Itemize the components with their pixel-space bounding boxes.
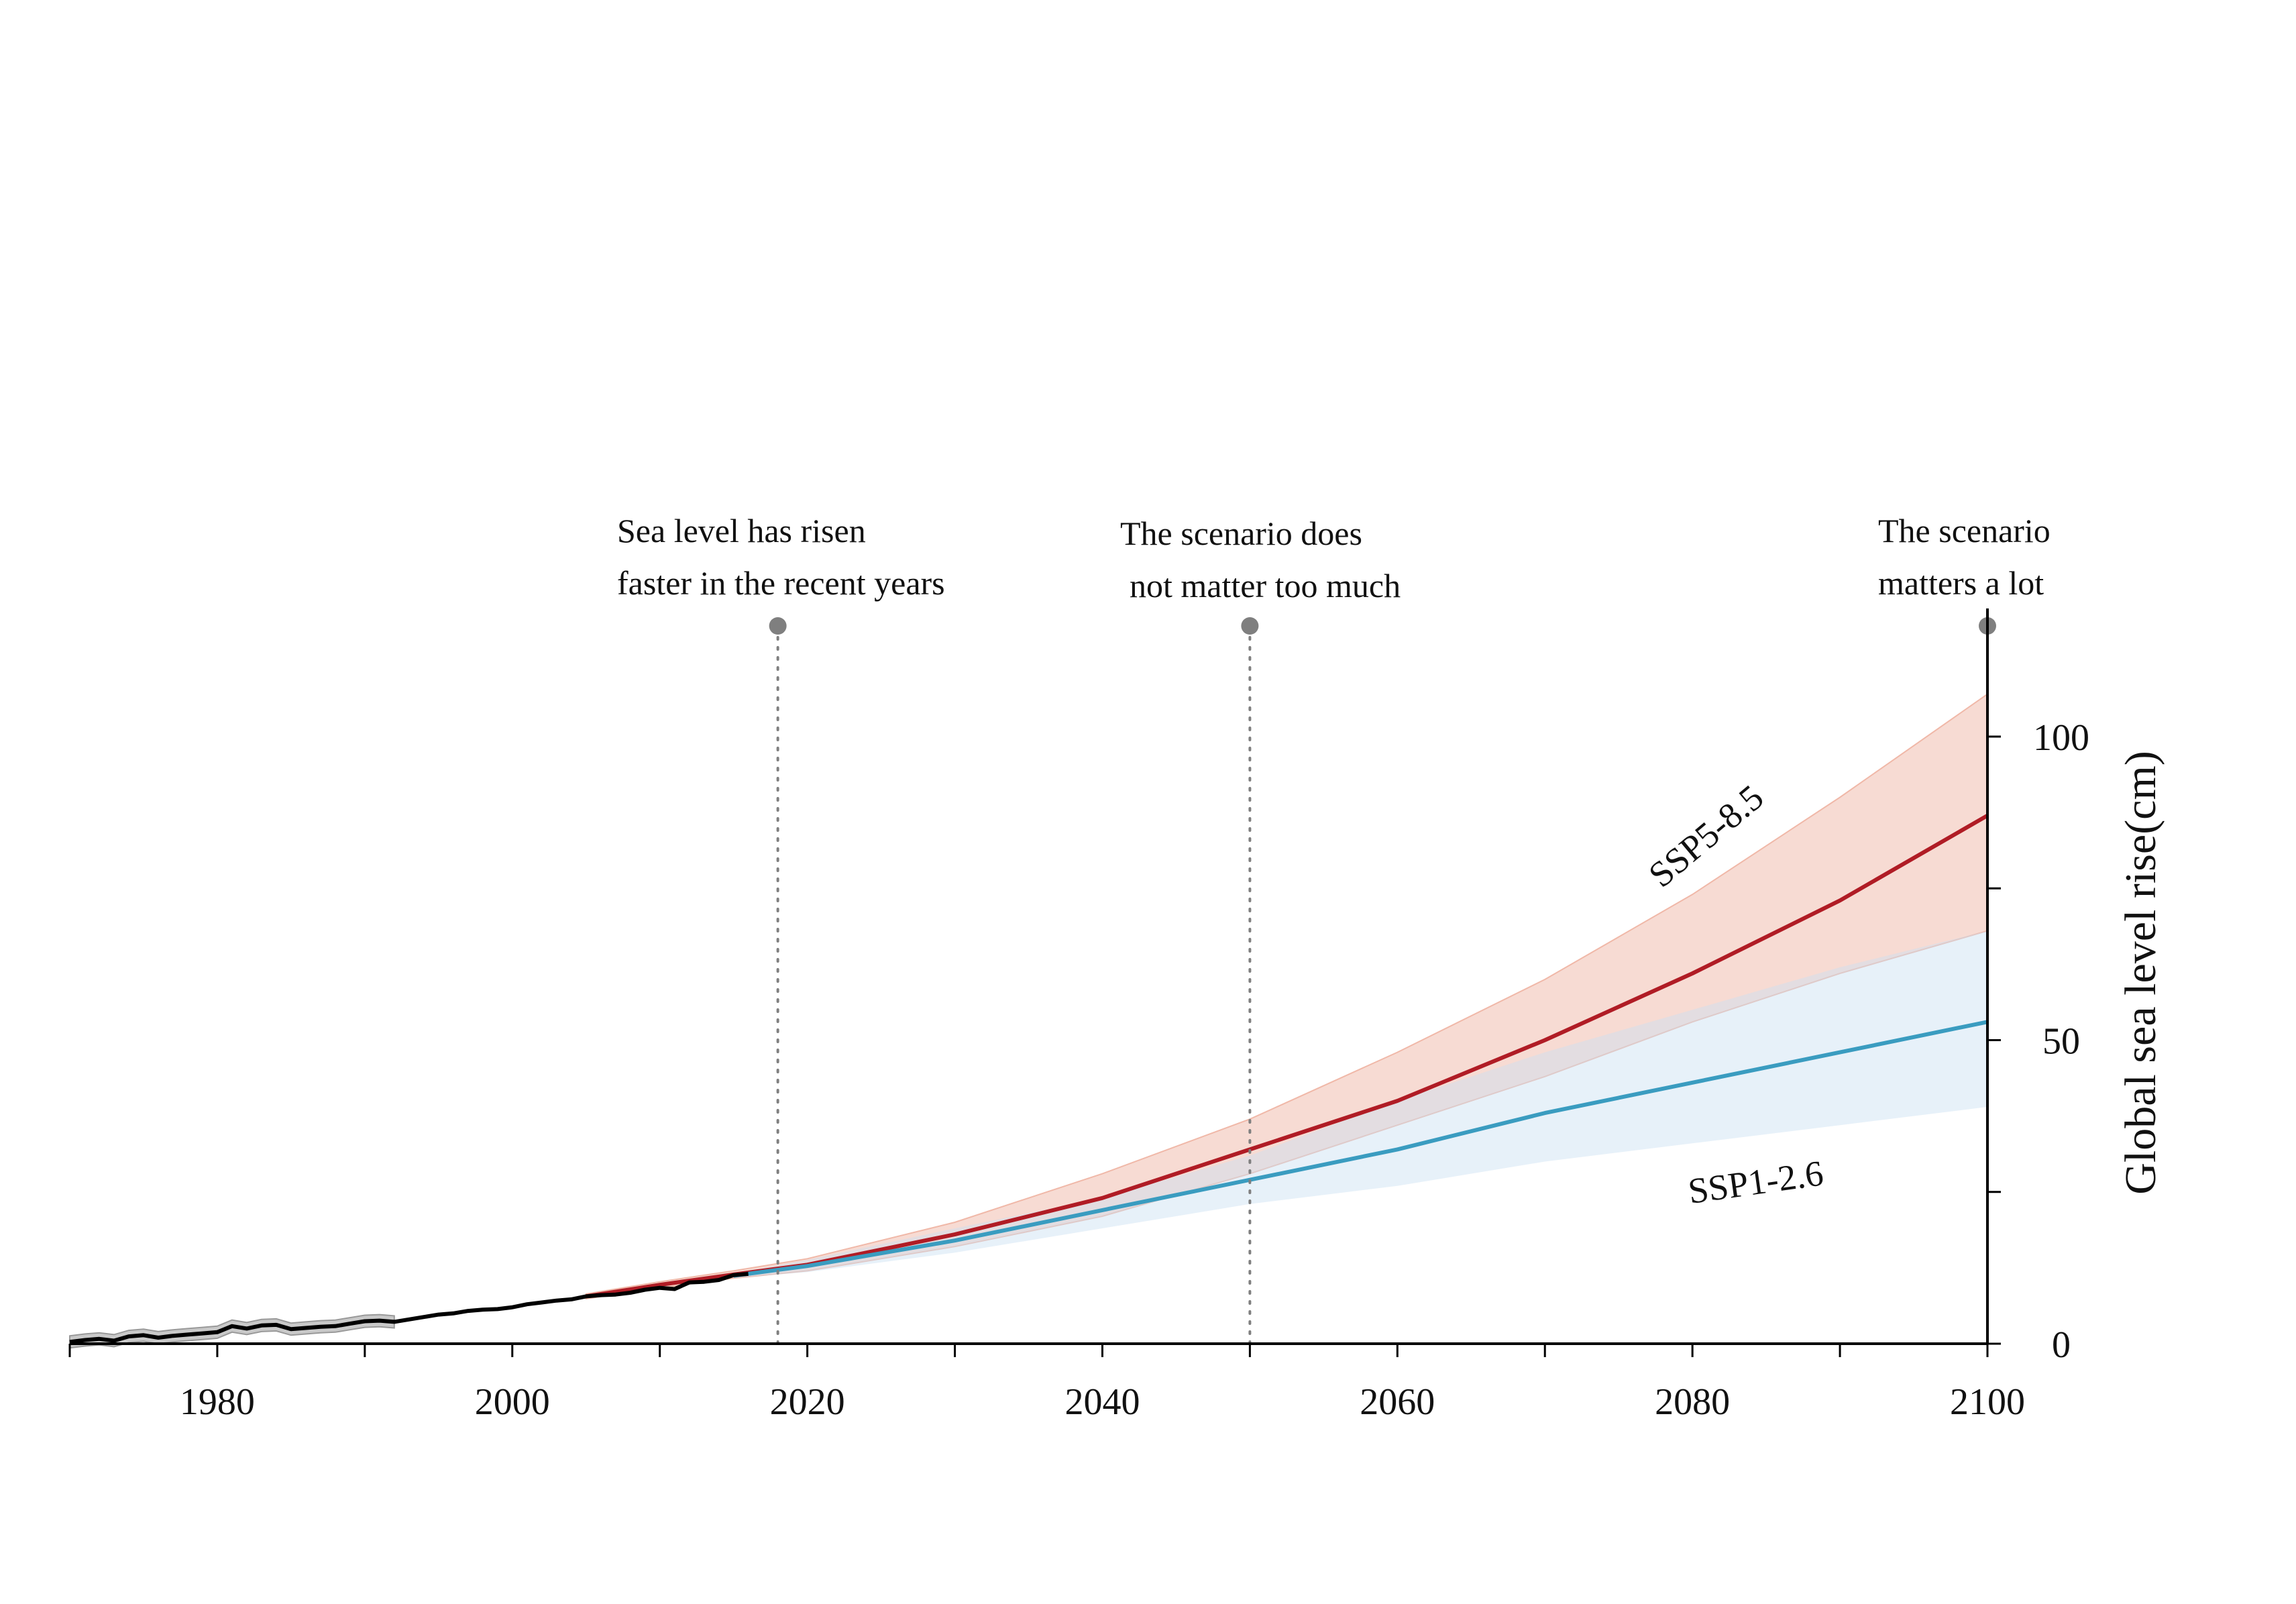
tick-labels: 1980 2000 2020 2040 2060 2080 2100 0 50 100 bbox=[180, 717, 2089, 1423]
y-tick-label-100: 100 bbox=[2033, 717, 2089, 759]
x-tick-label-2000: 2000 bbox=[475, 1381, 550, 1423]
annotations: Sea level has risen faster in the recent … bbox=[617, 512, 2051, 1345]
series-label-ssp126: SSP1-2.6 bbox=[1686, 1153, 1826, 1212]
x-tick-label-2080: 2080 bbox=[1655, 1381, 1730, 1423]
annotation-text-1-1: not matter too much bbox=[1130, 567, 1401, 604]
ssp126-band bbox=[733, 930, 1987, 1279]
y-axis-title: Global sea level rise(cm) bbox=[2116, 751, 2165, 1195]
ssp126-line bbox=[733, 1020, 1988, 1278]
y-tick-label-50: 50 bbox=[2042, 1021, 2080, 1063]
x-tick-label-1980: 1980 bbox=[180, 1381, 255, 1423]
annotation-text-0-0: Sea level has risen bbox=[617, 512, 866, 549]
x-tick-label-2020: 2020 bbox=[770, 1381, 845, 1423]
tick-marks bbox=[68, 735, 2001, 1357]
x-tick-label-2060: 2060 bbox=[1360, 1381, 1435, 1423]
annotation-text-0-1: faster in the recent years bbox=[617, 564, 945, 602]
annotation-dot-0 bbox=[769, 617, 787, 635]
confidence-bands bbox=[69, 692, 1988, 1349]
x-tick-label-2040: 2040 bbox=[1064, 1381, 1140, 1423]
y-tick-label-0: 0 bbox=[2052, 1324, 2071, 1366]
annotation-text-2-0: The scenario bbox=[1878, 512, 2051, 549]
x-tick-label-2100: 2100 bbox=[1950, 1381, 2025, 1423]
annotation-text-2-1: matters a lot bbox=[1878, 564, 2044, 602]
ssp585-line bbox=[586, 814, 1989, 1299]
annotation-text-1-0: The scenario does bbox=[1120, 515, 1362, 552]
annotation-dot-1 bbox=[1241, 617, 1259, 635]
axes bbox=[70, 608, 1989, 1345]
series-lines bbox=[69, 814, 1989, 1344]
observed-line bbox=[69, 1271, 749, 1344]
